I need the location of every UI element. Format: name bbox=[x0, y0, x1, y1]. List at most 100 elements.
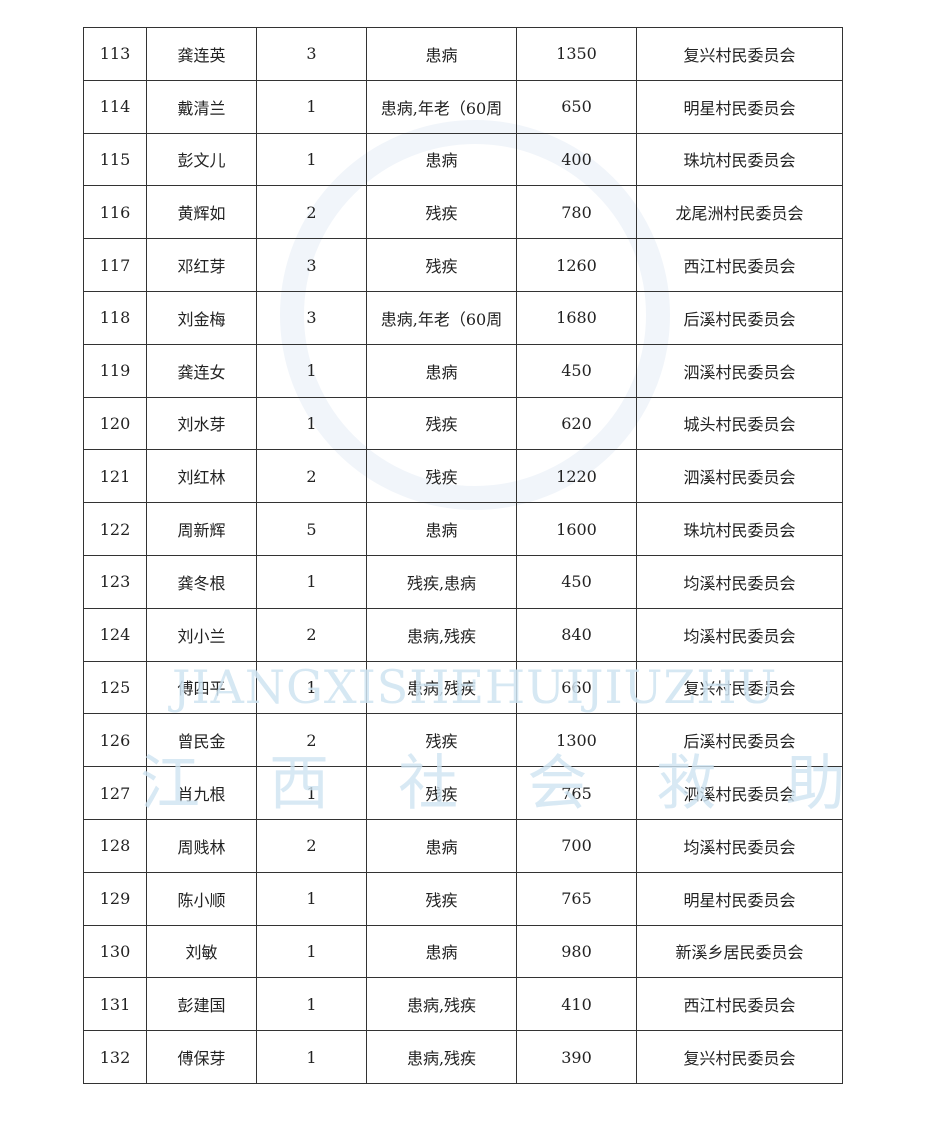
cell-row-number: 128 bbox=[83, 818, 147, 873]
cell-row-number: 132 bbox=[83, 1030, 147, 1084]
table-row: 130 刘敏 1 患病 980 新溪乡居民委员会 bbox=[83, 924, 843, 979]
cell-household-size: 1 bbox=[256, 396, 367, 451]
cell-amount: 765 bbox=[516, 871, 637, 926]
cell-committee: 复兴村民委员会 bbox=[636, 27, 843, 81]
cell-household-size: 5 bbox=[256, 502, 367, 556]
table-row: 113 龚连英 3 患病 1350 复兴村民委员会 bbox=[83, 27, 843, 81]
cell-amount: 410 bbox=[516, 977, 637, 1032]
cell-committee: 均溪村民委员会 bbox=[636, 818, 843, 873]
cell-amount: 1300 bbox=[516, 713, 637, 768]
cell-reason: 残疾 bbox=[366, 238, 517, 292]
cell-name: 周贱林 bbox=[146, 818, 257, 873]
table-row: 120 刘水芽 1 残疾 620 城头村民委员会 bbox=[83, 396, 843, 451]
cell-name: 彭建国 bbox=[146, 977, 257, 1032]
cell-row-number: 119 bbox=[83, 343, 147, 398]
cell-amount: 780 bbox=[516, 185, 637, 240]
cell-amount: 450 bbox=[516, 554, 637, 609]
cell-household-size: 1 bbox=[256, 554, 367, 609]
cell-committee: 龙尾洲村民委员会 bbox=[636, 185, 843, 240]
cell-household-size: 1 bbox=[256, 766, 367, 820]
cell-household-size: 1 bbox=[256, 343, 367, 398]
cell-amount: 1260 bbox=[516, 238, 637, 292]
cell-name: 彭文儿 bbox=[146, 132, 257, 187]
table-row: 121 刘红林 2 残疾 1220 泗溪村民委员会 bbox=[83, 449, 843, 504]
cell-name: 刘金梅 bbox=[146, 290, 257, 345]
cell-row-number: 115 bbox=[83, 132, 147, 187]
cell-reason: 患病,残疾 bbox=[366, 660, 517, 715]
cell-committee: 复兴村民委员会 bbox=[636, 1030, 843, 1084]
table-row: 117 邓红芽 3 残疾 1260 西江村民委员会 bbox=[83, 238, 843, 292]
cell-committee: 西江村民委员会 bbox=[636, 977, 843, 1032]
cell-committee: 均溪村民委员会 bbox=[636, 554, 843, 609]
cell-row-number: 122 bbox=[83, 502, 147, 556]
cell-household-size: 3 bbox=[256, 238, 367, 292]
cell-committee: 珠坑村民委员会 bbox=[636, 132, 843, 187]
cell-amount: 980 bbox=[516, 924, 637, 979]
cell-household-size: 2 bbox=[256, 713, 367, 768]
cell-row-number: 113 bbox=[83, 27, 147, 81]
cell-row-number: 114 bbox=[83, 79, 147, 134]
cell-amount: 390 bbox=[516, 1030, 637, 1084]
cell-amount: 840 bbox=[516, 607, 637, 662]
cell-household-size: 2 bbox=[256, 607, 367, 662]
cell-amount: 450 bbox=[516, 343, 637, 398]
cell-committee: 城头村民委员会 bbox=[636, 396, 843, 451]
cell-household-size: 2 bbox=[256, 449, 367, 504]
table-row: 125 傅四平 1 患病,残疾 660 复兴村民委员会 bbox=[83, 660, 843, 715]
table-row: 115 彭文儿 1 患病 400 珠坑村民委员会 bbox=[83, 132, 843, 187]
table-row: 124 刘小兰 2 患病,残疾 840 均溪村民委员会 bbox=[83, 607, 843, 662]
cell-row-number: 120 bbox=[83, 396, 147, 451]
cell-committee: 后溪村民委员会 bbox=[636, 290, 843, 345]
cell-reason: 患病 bbox=[366, 502, 517, 556]
cell-name: 刘水芽 bbox=[146, 396, 257, 451]
cell-name: 陈小顺 bbox=[146, 871, 257, 926]
cell-household-size: 1 bbox=[256, 1030, 367, 1084]
cell-reason: 患病 bbox=[366, 818, 517, 873]
cell-committee: 泗溪村民委员会 bbox=[636, 343, 843, 398]
cell-row-number: 117 bbox=[83, 238, 147, 292]
cell-household-size: 3 bbox=[256, 290, 367, 345]
cell-reason: 患病,残疾 bbox=[366, 1030, 517, 1084]
cell-amount: 620 bbox=[516, 396, 637, 451]
cell-row-number: 125 bbox=[83, 660, 147, 715]
table-row: 114 戴清兰 1 患病,年老（60周 650 明星村民委员会 bbox=[83, 79, 843, 134]
cell-reason: 患病 bbox=[366, 132, 517, 187]
cell-amount: 765 bbox=[516, 766, 637, 820]
cell-name: 戴清兰 bbox=[146, 79, 257, 134]
cell-name: 傅保芽 bbox=[146, 1030, 257, 1084]
table-row: 123 龚冬根 1 残疾,患病 450 均溪村民委员会 bbox=[83, 554, 843, 609]
cell-row-number: 121 bbox=[83, 449, 147, 504]
table-row: 131 彭建国 1 患病,残疾 410 西江村民委员会 bbox=[83, 977, 843, 1032]
cell-household-size: 2 bbox=[256, 818, 367, 873]
cell-committee: 明星村民委员会 bbox=[636, 79, 843, 134]
cell-row-number: 129 bbox=[83, 871, 147, 926]
cell-row-number: 124 bbox=[83, 607, 147, 662]
cell-reason: 患病 bbox=[366, 924, 517, 979]
cell-household-size: 1 bbox=[256, 924, 367, 979]
cell-reason: 患病,残疾 bbox=[366, 607, 517, 662]
cell-committee: 珠坑村民委员会 bbox=[636, 502, 843, 556]
cell-row-number: 130 bbox=[83, 924, 147, 979]
table-row: 127 肖九根 1 残疾 765 泗溪村民委员会 bbox=[83, 766, 843, 820]
table-row: 128 周贱林 2 患病 700 均溪村民委员会 bbox=[83, 818, 843, 873]
cell-reason: 患病,年老（60周 bbox=[366, 290, 517, 345]
cell-household-size: 1 bbox=[256, 79, 367, 134]
cell-committee: 后溪村民委员会 bbox=[636, 713, 843, 768]
cell-amount: 1220 bbox=[516, 449, 637, 504]
cell-household-size: 3 bbox=[256, 27, 367, 81]
cell-name: 龚连女 bbox=[146, 343, 257, 398]
table-row: 132 傅保芽 1 患病,残疾 390 复兴村民委员会 bbox=[83, 1030, 843, 1084]
cell-name: 邓红芽 bbox=[146, 238, 257, 292]
cell-reason: 残疾 bbox=[366, 396, 517, 451]
cell-name: 刘红林 bbox=[146, 449, 257, 504]
table-row: 129 陈小顺 1 残疾 765 明星村民委员会 bbox=[83, 871, 843, 926]
cell-reason: 残疾 bbox=[366, 713, 517, 768]
cell-name: 龚冬根 bbox=[146, 554, 257, 609]
cell-row-number: 126 bbox=[83, 713, 147, 768]
cell-row-number: 127 bbox=[83, 766, 147, 820]
cell-committee: 西江村民委员会 bbox=[636, 238, 843, 292]
table-row: 126 曾民金 2 残疾 1300 后溪村民委员会 bbox=[83, 713, 843, 768]
cell-amount: 1350 bbox=[516, 27, 637, 81]
cell-reason: 患病 bbox=[366, 27, 517, 81]
table-row: 119 龚连女 1 患病 450 泗溪村民委员会 bbox=[83, 343, 843, 398]
